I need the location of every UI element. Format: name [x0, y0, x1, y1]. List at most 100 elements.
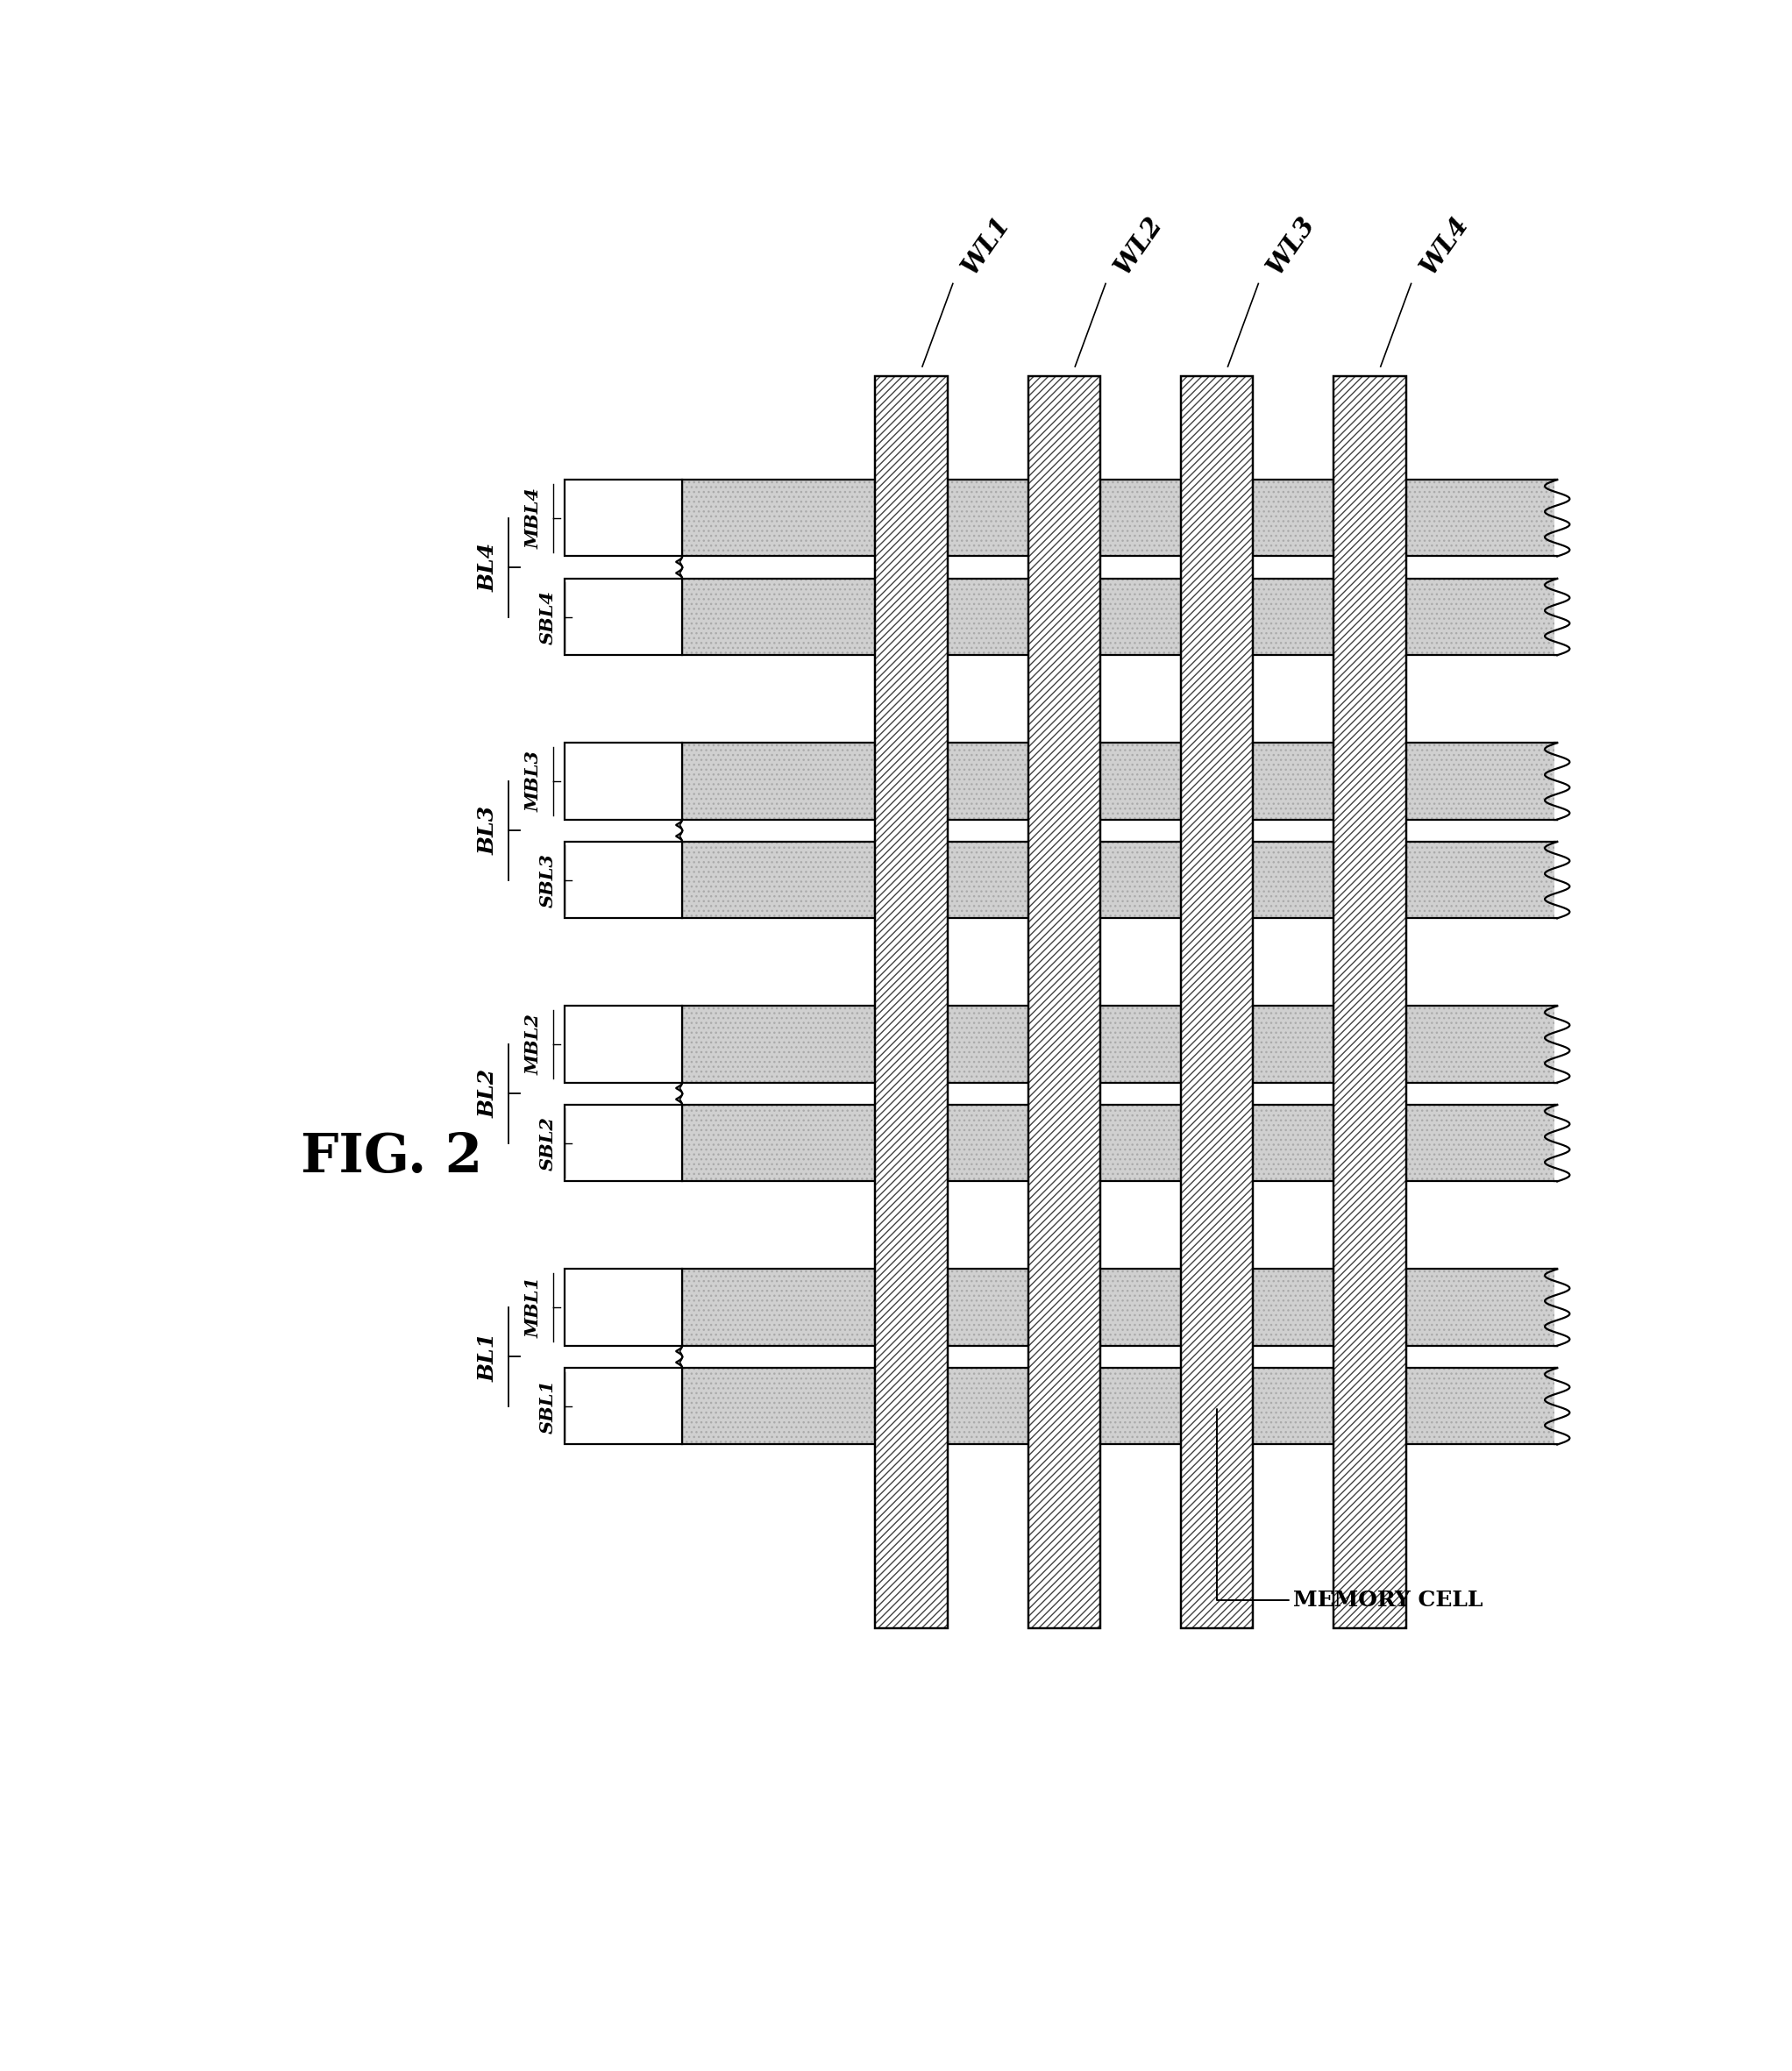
Bar — [874, 841, 948, 917]
Bar — [1181, 1369, 1253, 1446]
Bar — [1181, 841, 1253, 917]
Text: MEMORY CELL: MEMORY CELL — [1217, 1408, 1484, 1611]
Text: BL3: BL3 — [477, 806, 498, 855]
Bar — [683, 1369, 1557, 1446]
Bar — [874, 377, 948, 1628]
Bar — [1029, 1104, 1100, 1180]
Bar — [1407, 578, 1557, 654]
Bar — [1100, 578, 1181, 654]
Bar — [1333, 377, 1407, 1628]
Text: BL4: BL4 — [477, 543, 498, 592]
Bar — [683, 1369, 1557, 1446]
Text: MBL1: MBL1 — [525, 1276, 543, 1338]
Bar — [874, 480, 948, 557]
Bar — [1333, 1369, 1407, 1446]
Bar — [1029, 377, 1100, 1628]
Bar — [1181, 578, 1253, 654]
Bar — [1100, 841, 1181, 917]
Bar — [683, 1007, 1557, 1083]
Bar — [1029, 377, 1100, 1628]
Bar — [948, 1104, 1029, 1180]
Bar — [564, 1270, 683, 1346]
Bar — [1407, 743, 1557, 820]
Bar — [683, 1369, 874, 1446]
Bar — [1407, 841, 1557, 917]
Bar — [564, 557, 634, 578]
Bar — [874, 578, 948, 654]
Bar — [683, 578, 1557, 654]
Bar — [683, 1270, 1557, 1346]
Bar — [1253, 1369, 1333, 1446]
Bar — [1100, 1270, 1181, 1346]
Bar — [683, 1104, 1557, 1180]
Bar — [1100, 480, 1181, 557]
Bar — [1181, 1104, 1253, 1180]
Bar — [1253, 1270, 1333, 1346]
Bar — [683, 480, 1557, 557]
Bar — [1407, 1369, 1557, 1446]
Bar — [1333, 1007, 1407, 1083]
Bar — [1253, 1104, 1333, 1180]
Bar — [1100, 1104, 1181, 1180]
Bar — [683, 480, 1557, 557]
Bar — [1554, 480, 1561, 557]
Bar — [1100, 743, 1181, 820]
Bar — [1333, 743, 1407, 820]
Text: WL2: WL2 — [1109, 211, 1168, 280]
Bar — [1181, 377, 1253, 1628]
Bar — [683, 1007, 874, 1083]
Bar — [683, 578, 1557, 654]
Bar — [1407, 1104, 1557, 1180]
Bar — [874, 1369, 948, 1446]
Bar — [1333, 480, 1407, 557]
Bar — [874, 1270, 948, 1346]
Bar — [683, 1270, 1557, 1346]
Bar — [1333, 1104, 1407, 1180]
Bar — [683, 578, 874, 654]
Bar — [1181, 743, 1253, 820]
Bar — [1554, 841, 1561, 917]
Bar — [1181, 480, 1253, 557]
Bar — [683, 743, 874, 820]
Bar — [1029, 480, 1100, 557]
Bar — [1253, 743, 1333, 820]
Text: BL2: BL2 — [477, 1069, 498, 1118]
Bar — [1181, 377, 1253, 1628]
Bar — [683, 1104, 874, 1180]
Bar — [683, 841, 874, 917]
Text: SBL1: SBL1 — [539, 1379, 556, 1433]
Bar — [1333, 377, 1407, 1628]
Bar — [1253, 841, 1333, 917]
Bar — [1029, 1007, 1100, 1083]
Bar — [564, 480, 683, 557]
Bar — [874, 377, 948, 1628]
Bar — [1029, 1270, 1100, 1346]
Bar — [874, 1104, 948, 1180]
Bar — [948, 480, 1029, 557]
Bar — [1253, 480, 1333, 557]
Text: WL4: WL4 — [1416, 211, 1473, 280]
Bar — [1554, 743, 1561, 820]
Bar — [874, 743, 948, 820]
Bar — [1333, 841, 1407, 917]
Bar — [1029, 1369, 1100, 1446]
Bar — [874, 1007, 948, 1083]
Bar — [948, 841, 1029, 917]
Text: WL1: WL1 — [957, 211, 1014, 280]
Bar — [1407, 480, 1557, 557]
Bar — [948, 1007, 1029, 1083]
Bar — [1554, 1104, 1561, 1180]
Bar — [1554, 1369, 1561, 1446]
Text: SBL2: SBL2 — [539, 1116, 556, 1170]
Bar — [564, 743, 683, 820]
Bar — [564, 1007, 683, 1083]
Text: MBL3: MBL3 — [525, 750, 543, 812]
Text: MBL2: MBL2 — [525, 1013, 543, 1075]
Bar — [683, 841, 1557, 917]
Bar — [1029, 743, 1100, 820]
Bar — [564, 820, 634, 841]
Bar — [1100, 1007, 1181, 1083]
Bar — [948, 743, 1029, 820]
Text: MBL4: MBL4 — [525, 487, 543, 549]
Bar — [948, 1369, 1029, 1446]
